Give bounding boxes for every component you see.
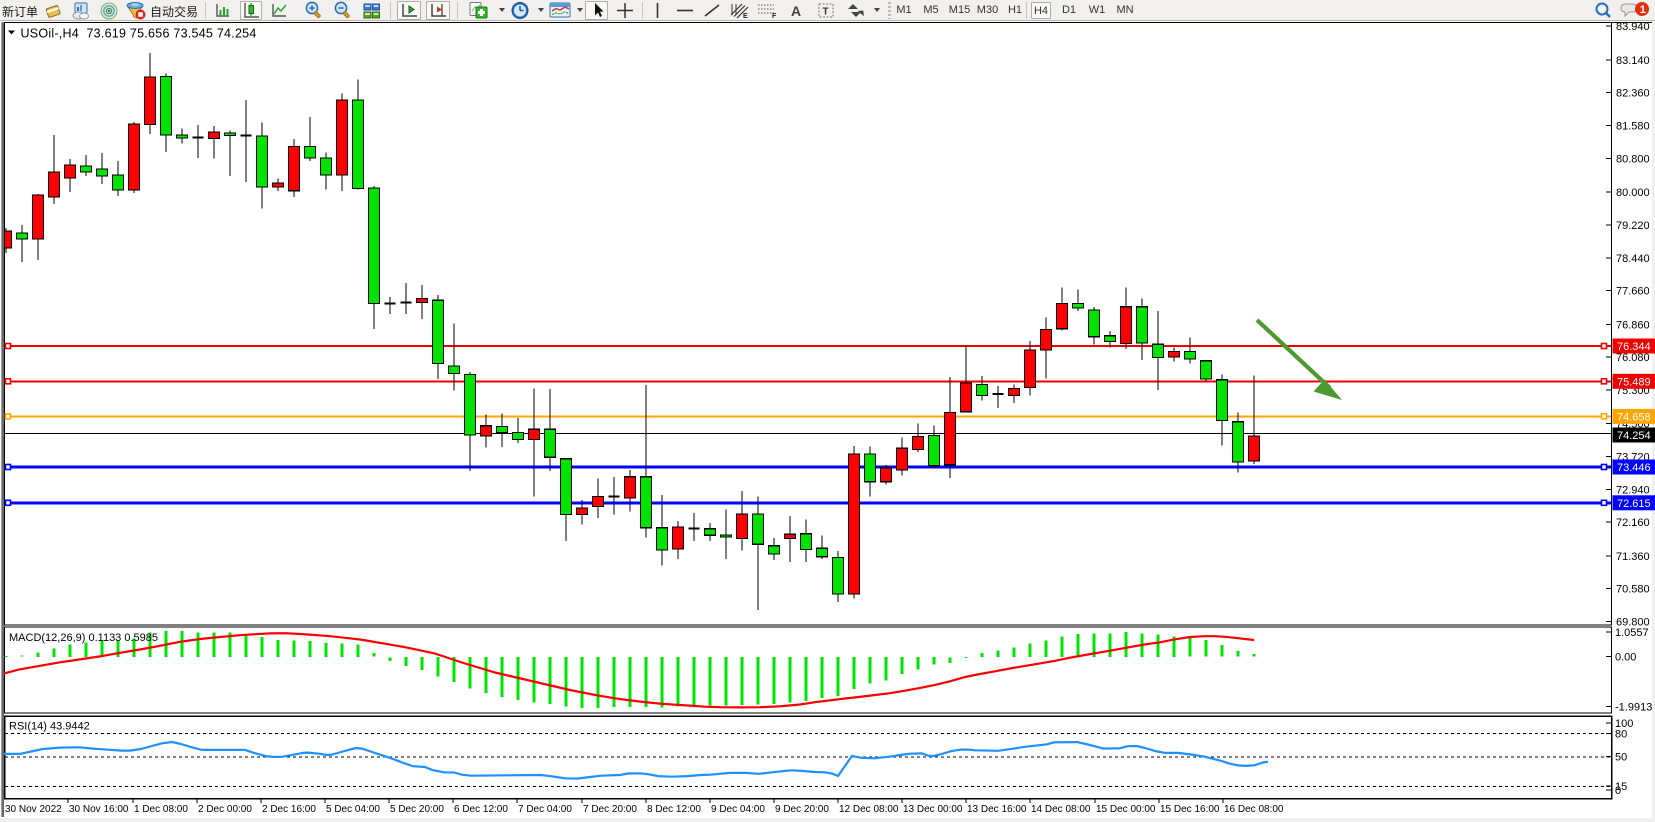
svg-text:80: 80 [1615,728,1627,740]
svg-text:0: 0 [1615,785,1621,797]
svg-text:13 Dec 16:00: 13 Dec 16:00 [967,804,1027,815]
svg-text:75.489: 75.489 [1617,376,1651,388]
svg-text:74.254: 74.254 [1617,430,1651,442]
svg-text:81.580: 81.580 [1616,121,1650,133]
svg-text:82.360: 82.360 [1616,88,1650,100]
svg-text:14 Dec 08:00: 14 Dec 08:00 [1031,804,1091,815]
svg-text:6 Dec 12:00: 6 Dec 12:00 [454,804,508,815]
svg-text:69.800: 69.800 [1616,617,1650,629]
svg-text:83.140: 83.140 [1616,55,1650,67]
svg-text:-1.9913: -1.9913 [1615,702,1652,714]
svg-text:5 Dec 20:00: 5 Dec 20:00 [390,804,444,815]
svg-text:30 Nov 16:00: 30 Nov 16:00 [69,804,129,815]
svg-text:2 Dec 16:00: 2 Dec 16:00 [262,804,316,815]
svg-text:1.0557: 1.0557 [1615,627,1649,639]
svg-text:72.940: 72.940 [1616,484,1650,496]
svg-text:0.00: 0.00 [1615,652,1636,664]
svg-text:7 Dec 20:00: 7 Dec 20:00 [583,804,637,815]
svg-text:8 Dec 12:00: 8 Dec 12:00 [647,804,701,815]
svg-text:2 Dec 00:00: 2 Dec 00:00 [198,804,252,815]
svg-text:72.160: 72.160 [1616,517,1650,529]
svg-text:1: 1 [1640,4,1646,16]
svg-text:77.660: 77.660 [1616,286,1650,298]
svg-text:78.440: 78.440 [1616,253,1650,265]
svg-text:15 Dec 16:00: 15 Dec 16:00 [1160,804,1220,815]
svg-text:30 Nov 2022: 30 Nov 2022 [5,804,62,815]
svg-text:E: E [743,13,748,20]
svg-text:100: 100 [1615,718,1633,730]
svg-text:12 Dec 08:00: 12 Dec 08:00 [839,804,899,815]
svg-text:9 Dec 20:00: 9 Dec 20:00 [775,804,829,815]
svg-text:74.658: 74.658 [1617,411,1651,423]
svg-text:72.615: 72.615 [1617,498,1651,510]
svg-text:71.360: 71.360 [1616,551,1650,563]
svg-text:RSI(14) 43.9442: RSI(14) 43.9442 [9,721,90,733]
svg-text:76.344: 76.344 [1617,341,1651,353]
svg-text:T: T [823,7,829,18]
svg-text:15 Dec 00:00: 15 Dec 00:00 [1096,804,1156,815]
svg-text:50: 50 [1615,752,1627,764]
svg-text:15: 15 [1615,781,1627,793]
svg-text:83.940: 83.940 [1616,21,1650,33]
svg-text:80.000: 80.000 [1616,187,1650,199]
svg-text:1 Dec 08:00: 1 Dec 08:00 [134,804,188,815]
svg-text:7 Dec 04:00: 7 Dec 04:00 [518,804,572,815]
svg-text:13 Dec 00:00: 13 Dec 00:00 [903,804,963,815]
svg-text:70.580: 70.580 [1616,584,1650,596]
svg-text:80.800: 80.800 [1616,153,1650,165]
svg-text:USOil-,H4 73.619 75.656 73.54: USOil-,H4 73.619 75.656 73.545 74.254 [21,27,257,41]
svg-text:79.220: 79.220 [1616,220,1650,232]
svg-text:76.860: 76.860 [1616,319,1650,331]
svg-text:5 Dec 04:00: 5 Dec 04:00 [326,804,380,815]
svg-text:F: F [772,13,777,20]
svg-text:16 Dec 08:00: 16 Dec 08:00 [1224,804,1284,815]
svg-text:76.080: 76.080 [1616,352,1650,364]
svg-text:9 Dec 04:00: 9 Dec 04:00 [711,804,765,815]
svg-text:MACD(12,26,9) 0.1133 0.5985: MACD(12,26,9) 0.1133 0.5985 [9,632,158,644]
svg-text:73.446: 73.446 [1617,462,1651,474]
